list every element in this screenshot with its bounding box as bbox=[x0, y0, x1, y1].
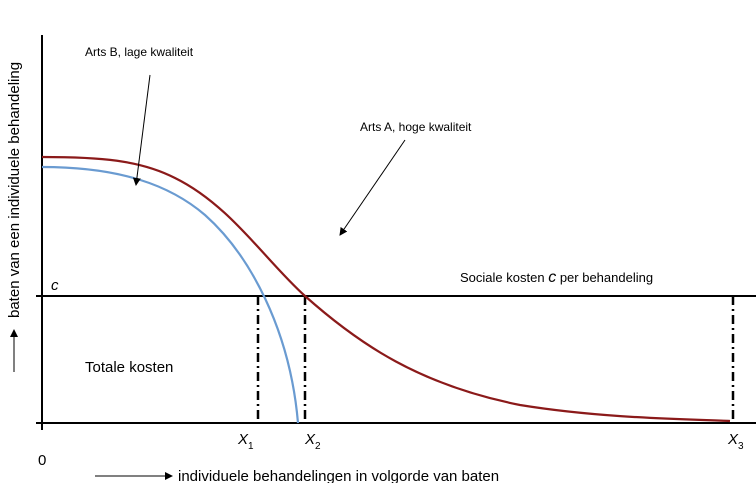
curve-label: Arts A, hoge kwaliteit bbox=[360, 120, 472, 134]
cost-label: Sociale kosten c per behandeling bbox=[460, 269, 653, 286]
x-point-sub: 2 bbox=[315, 441, 321, 452]
curve-doctor-b bbox=[41, 165, 300, 424]
cost-symbol: c bbox=[51, 277, 59, 294]
cost-label-symbol: c bbox=[548, 269, 556, 286]
cost-label-text: per behandeling bbox=[560, 270, 653, 285]
curve-doctor-a bbox=[41, 155, 731, 423]
y-axis-label: baten van een individuele behandeling bbox=[6, 62, 23, 318]
x-point-label: X1 bbox=[237, 431, 254, 452]
curve-label: Arts B, lage kwaliteit bbox=[85, 45, 194, 59]
pointer-arrow bbox=[339, 139, 406, 236]
pointer-arrow bbox=[132, 74, 151, 186]
cost-label-text: Sociale kosten bbox=[460, 270, 545, 285]
x-point-letter: X bbox=[304, 431, 316, 448]
area-label: Totale kosten bbox=[85, 359, 173, 376]
x-point-letter: X bbox=[237, 431, 249, 448]
x-point-letter: X bbox=[727, 431, 739, 448]
origin-label: 0 bbox=[38, 452, 46, 469]
x-point-sub: 1 bbox=[248, 441, 254, 452]
x-point-label: X2 bbox=[304, 431, 321, 452]
x-point-label: X3 bbox=[727, 431, 744, 452]
x-point-sub: 3 bbox=[738, 441, 744, 452]
x-axis-label: individuele behandelingen in volgorde va… bbox=[178, 468, 499, 483]
